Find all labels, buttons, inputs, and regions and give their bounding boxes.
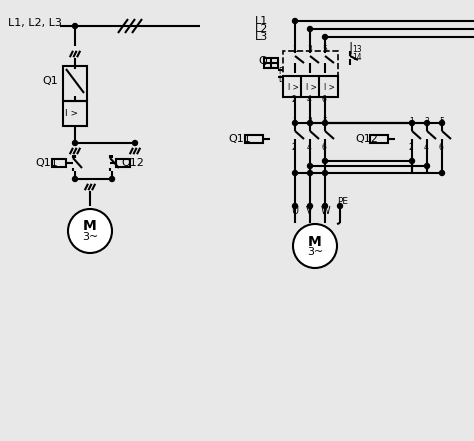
Bar [245, 135, 263, 143]
Bar [283, 51, 338, 76]
Circle shape [308, 120, 312, 126]
Text: 4: 4 [307, 96, 312, 105]
Bar [52, 159, 66, 167]
Circle shape [73, 23, 78, 29]
Text: 5: 5 [322, 45, 327, 53]
Circle shape [322, 203, 328, 209]
Circle shape [410, 158, 414, 164]
Text: 6: 6 [439, 143, 444, 153]
Text: Q12: Q12 [121, 158, 144, 168]
Text: M: M [308, 235, 322, 249]
Text: 2: 2 [409, 143, 414, 153]
Circle shape [292, 120, 298, 126]
Text: 6: 6 [322, 96, 327, 105]
Text: PE: PE [337, 197, 348, 206]
Text: 6: 6 [322, 143, 327, 153]
Text: 5: 5 [439, 116, 444, 126]
Text: Q12: Q12 [355, 134, 378, 144]
Text: W: W [321, 206, 331, 216]
Text: 2: 2 [292, 143, 297, 153]
Circle shape [410, 120, 414, 126]
Text: L1: L1 [255, 16, 268, 26]
Text: I >: I > [306, 82, 317, 91]
Circle shape [109, 176, 115, 182]
Circle shape [68, 209, 112, 253]
Text: F: F [278, 67, 283, 76]
Text: L2: L2 [255, 24, 268, 34]
Text: I >: I > [65, 109, 78, 119]
Text: 3: 3 [307, 116, 312, 126]
Bar [63, 66, 87, 101]
Text: |: | [348, 41, 352, 55]
Circle shape [292, 171, 298, 176]
Circle shape [308, 203, 312, 209]
Circle shape [308, 164, 312, 168]
Bar [264, 58, 278, 68]
Text: 3~: 3~ [82, 232, 98, 242]
Text: I >: I > [324, 82, 335, 91]
Circle shape [308, 26, 312, 31]
Bar [116, 159, 130, 167]
Text: 4: 4 [307, 143, 312, 153]
Circle shape [425, 120, 429, 126]
Text: Q11: Q11 [35, 158, 58, 168]
Text: L3: L3 [255, 32, 268, 42]
Text: Q11: Q11 [228, 134, 251, 144]
Text: 3~: 3~ [307, 247, 323, 257]
Bar [283, 76, 338, 97]
Circle shape [308, 171, 312, 176]
Circle shape [337, 203, 343, 209]
Circle shape [322, 158, 328, 164]
Text: 3: 3 [307, 45, 312, 53]
Text: 1: 1 [292, 45, 297, 53]
Text: M: M [83, 219, 97, 233]
Text: V: V [306, 206, 313, 216]
Bar [370, 135, 388, 143]
Text: L: L [278, 75, 282, 83]
Circle shape [73, 141, 78, 146]
Text: Q1: Q1 [42, 76, 58, 86]
Circle shape [292, 203, 298, 209]
Circle shape [322, 171, 328, 176]
Text: U: U [291, 206, 298, 216]
Circle shape [322, 120, 328, 126]
Text: Q: Q [258, 56, 267, 66]
Circle shape [133, 141, 137, 146]
Text: 14: 14 [352, 52, 362, 61]
Text: I >: I > [288, 82, 299, 91]
Circle shape [73, 176, 78, 182]
Circle shape [425, 164, 429, 168]
Bar [63, 101, 87, 126]
Circle shape [293, 224, 337, 268]
Text: 4: 4 [424, 143, 429, 153]
Text: L1, L2, L3: L1, L2, L3 [8, 18, 62, 28]
Circle shape [322, 34, 328, 40]
Text: 1: 1 [409, 116, 414, 126]
Circle shape [439, 171, 445, 176]
Circle shape [439, 120, 445, 126]
Circle shape [292, 19, 298, 23]
Text: 1: 1 [292, 116, 297, 126]
Text: 3: 3 [424, 116, 429, 126]
Text: 2: 2 [292, 96, 297, 105]
Text: 5: 5 [322, 116, 327, 126]
Text: 13: 13 [352, 45, 362, 53]
